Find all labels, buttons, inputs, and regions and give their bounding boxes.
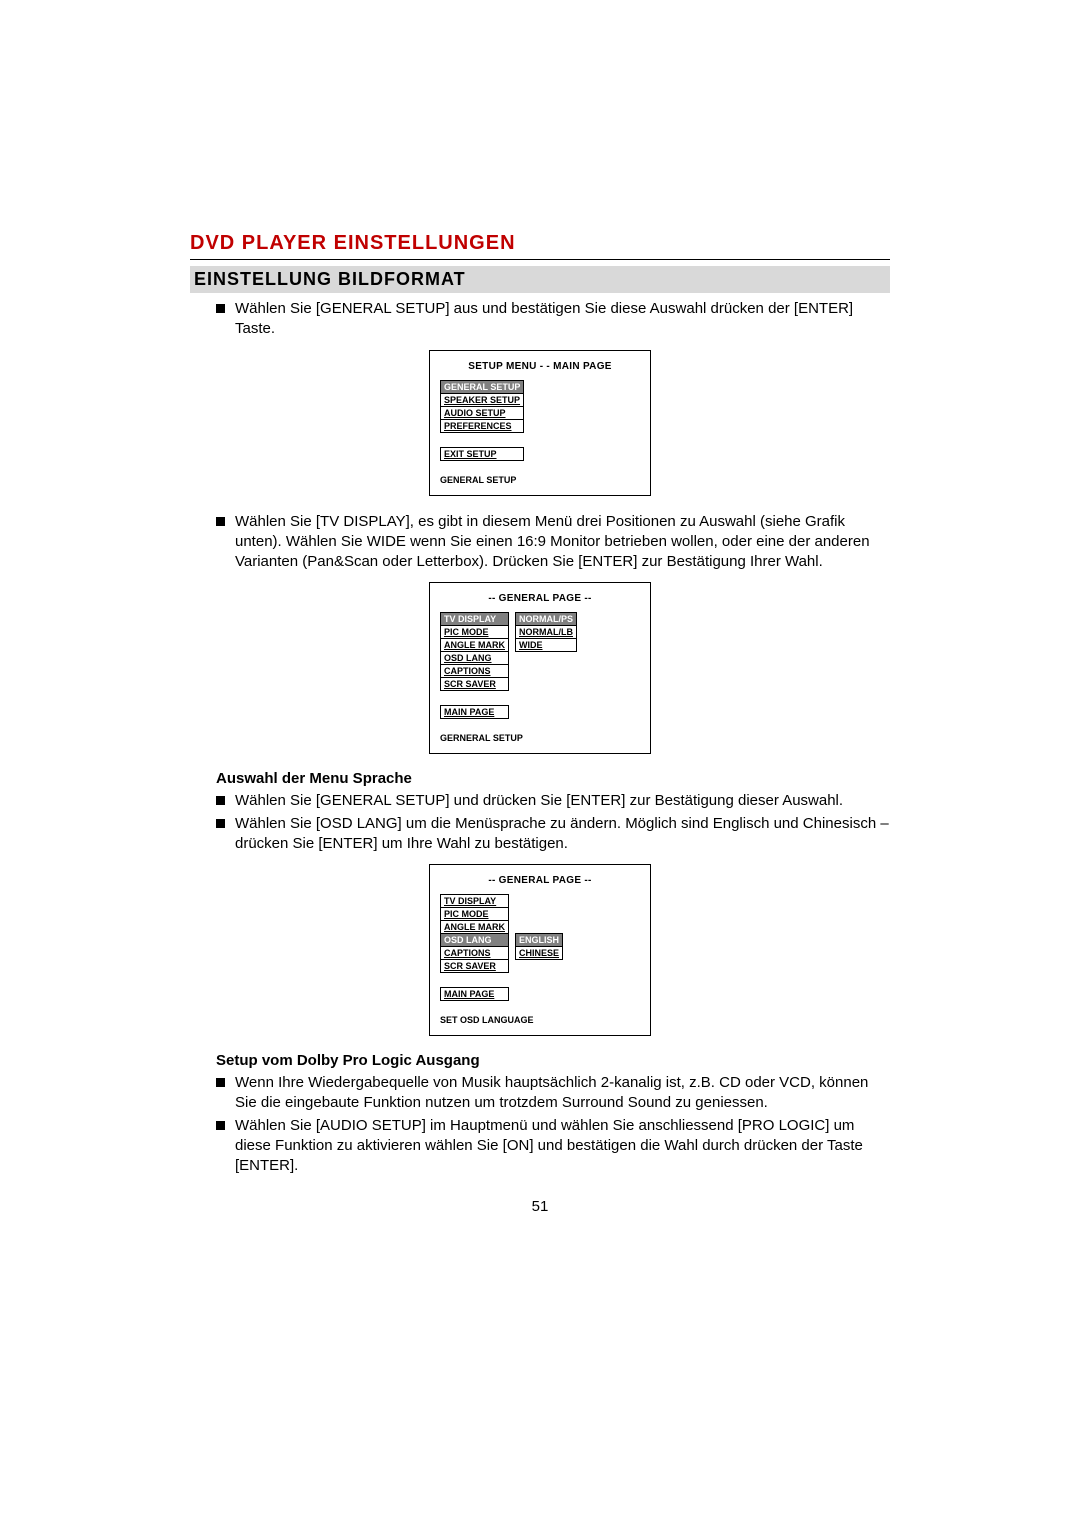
menu-item: SCR SAVER (440, 960, 509, 973)
bullet-row: Wenn Ihre Wiedergabequelle von Musik hau… (216, 1073, 890, 1114)
menu-item: OSD LANG (440, 652, 509, 665)
document-page: DVD PLAYER EINSTELLUNGEN EINSTELLUNG BIL… (0, 0, 1080, 1275)
menu-item: PIC MODE (440, 626, 509, 639)
menu-item: WIDE (515, 639, 577, 652)
menu-item: AUDIO SETUP (440, 407, 524, 420)
bullet-square-icon (216, 517, 225, 526)
menu-spacer (515, 894, 563, 933)
menu-footer: GERNERAL SETUP (440, 733, 640, 743)
bullet-text: Wählen Sie [AUDIO SETUP] im Hauptmenü un… (235, 1116, 890, 1177)
menu-item-standalone: MAIN PAGE (440, 705, 509, 719)
menu-columns: TV DISPLAYPIC MODEANGLE MARKOSD LANGCAPT… (440, 612, 640, 719)
menu-item: GENERAL SETUP (440, 380, 524, 394)
menu-item: CHINESE (515, 947, 563, 960)
menu-item: TV DISPLAY (440, 612, 509, 626)
menu-item: CAPTIONS (440, 665, 509, 678)
menu-columns: GENERAL SETUPSPEAKER SETUPAUDIO SETUPPRE… (440, 380, 640, 461)
menu-right-column: ENGLISHCHINESE (515, 894, 563, 1001)
bullet-text: Wählen Sie [GENERAL SETUP] aus und bestä… (235, 299, 890, 340)
menu-header: SETUP MENU - - MAIN PAGE (440, 361, 640, 372)
menu-item: CAPTIONS (440, 947, 509, 960)
bullet-square-icon (216, 304, 225, 313)
sub-heading-b: Setup vom Dolby Pro Logic Ausgang (216, 1052, 890, 1069)
menu-item-standalone: EXIT SETUP (440, 447, 524, 461)
bullet-row: Wählen Sie [AUDIO SETUP] im Hauptmenü un… (216, 1116, 890, 1177)
bullet-list-4: Wenn Ihre Wiedergabequelle von Musik hau… (216, 1073, 890, 1176)
menu-header: -- GENERAL PAGE -- (440, 875, 640, 886)
setup-menu-figure-3: -- GENERAL PAGE -- TV DISPLAYPIC MODEANGL… (429, 864, 651, 1036)
bullet-row: Wählen Sie [TV DISPLAY], es gibt in dies… (216, 512, 890, 573)
bullet-list-3: Wählen Sie [GENERAL SETUP] und drücken S… (216, 791, 890, 854)
menu-item: OSD LANG (440, 934, 509, 947)
menu-item: ANGLE MARK (440, 639, 509, 652)
bullet-row: Wählen Sie [OSD LANG] um die Menüsprache… (216, 814, 890, 855)
menu-item: SPEAKER SETUP (440, 394, 524, 407)
menu-header: -- GENERAL PAGE -- (440, 593, 640, 604)
bullet-row: Wählen Sie [GENERAL SETUP] aus und bestä… (216, 299, 890, 340)
bullet-text: Wählen Sie [TV DISPLAY], es gibt in dies… (235, 512, 890, 573)
menu-footer: GENERAL SETUP (440, 475, 640, 485)
sub-heading-a: Auswahl der Menu Sprache (216, 770, 890, 787)
menu-item: PREFERENCES (440, 420, 524, 433)
bullet-row: Wählen Sie [GENERAL SETUP] und drücken S… (216, 791, 890, 811)
menu-columns: TV DISPLAYPIC MODEANGLE MARKOSD LANGCAPT… (440, 894, 640, 1001)
menu-item: SCR SAVER (440, 678, 509, 691)
menu-item-standalone: MAIN PAGE (440, 987, 509, 1001)
menu-item: PIC MODE (440, 908, 509, 921)
setup-menu-figure-1: SETUP MENU - - MAIN PAGEGENERAL SETUPSPE… (429, 350, 651, 496)
section-heading-bar: EINSTELLUNG BILDFORMAT (190, 266, 890, 293)
menu-item: TV DISPLAY (440, 894, 509, 908)
setup-menu-figure-2: -- GENERAL PAGE -- TV DISPLAYPIC MODEANGL… (429, 582, 651, 754)
menu-item: ENGLISH (515, 933, 563, 947)
menu-left-column: TV DISPLAYPIC MODEANGLE MARKOSD LANGCAPT… (440, 894, 509, 1001)
main-title: DVD PLAYER EINSTELLUNGEN (190, 232, 890, 255)
title-rule (190, 259, 890, 260)
bullet-square-icon (216, 1121, 225, 1130)
bullet-square-icon (216, 1078, 225, 1087)
bullet-square-icon (216, 819, 225, 828)
bullet-list-1: Wählen Sie [GENERAL SETUP] aus und bestä… (216, 299, 890, 340)
page-number: 51 (190, 1198, 890, 1215)
bullet-text: Wählen Sie [GENERAL SETUP] und drücken S… (235, 791, 890, 811)
bullet-text: Wenn Ihre Wiedergabequelle von Musik hau… (235, 1073, 890, 1114)
bullet-square-icon (216, 796, 225, 805)
menu-left-column: TV DISPLAYPIC MODEANGLE MARKOSD LANGCAPT… (440, 612, 509, 719)
bullet-list-2: Wählen Sie [TV DISPLAY], es gibt in dies… (216, 512, 890, 573)
bullet-text: Wählen Sie [OSD LANG] um die Menüsprache… (235, 814, 890, 855)
menu-right-column: NORMAL/PSNORMAL/LBWIDE (515, 612, 577, 719)
menu-item: NORMAL/PS (515, 612, 577, 626)
menu-item: NORMAL/LB (515, 626, 577, 639)
menu-item: ANGLE MARK (440, 921, 509, 934)
menu-left-column: GENERAL SETUPSPEAKER SETUPAUDIO SETUPPRE… (440, 380, 524, 461)
menu-footer: SET OSD LANGUAGE (440, 1015, 640, 1025)
